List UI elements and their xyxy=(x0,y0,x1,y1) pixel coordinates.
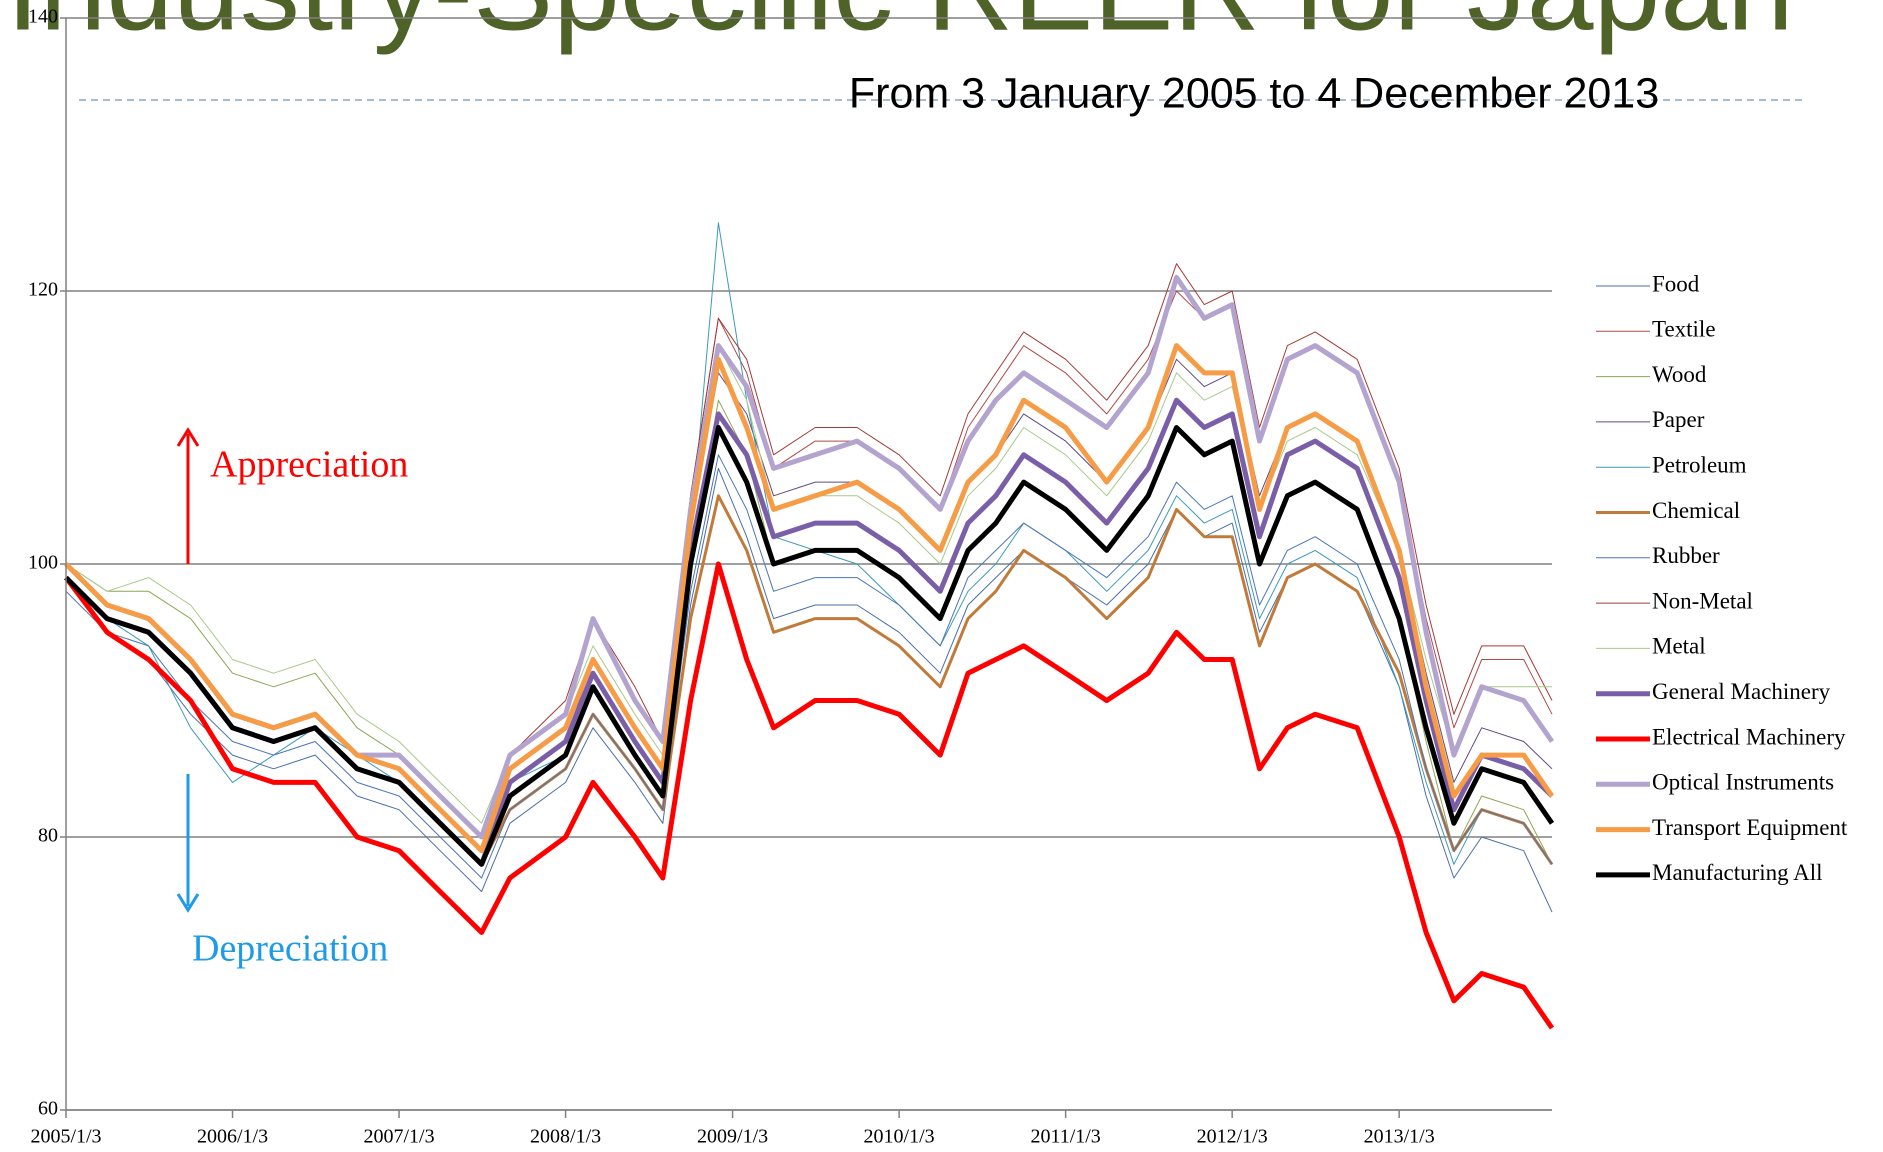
axes: 60 80 100 120 140 2005/1/3 2006/1/3 2007/1/3 200… xyxy=(28,6,1552,1148)
series-line xyxy=(65,345,1552,824)
series-line xyxy=(65,358,1553,865)
x-tick-label: 2009/1/3 xyxy=(697,1126,768,1148)
y-tick-label: 60 xyxy=(38,1098,58,1120)
series-line xyxy=(64,274,1555,840)
series-line xyxy=(64,561,1555,1030)
legend-label: Wood xyxy=(1652,362,1707,387)
x-tick-label: 2010/1/3 xyxy=(864,1126,935,1148)
series-line xyxy=(64,343,1555,854)
legend: Food Textile Wood Paper Petroleum Chemical Rub… xyxy=(1596,271,1848,885)
y-tick-label: 140 xyxy=(28,6,58,28)
chart-title: Industry-Specific REER for Japan xyxy=(6,0,1793,56)
x-tick-label: 2012/1/3 xyxy=(1197,1126,1268,1148)
x-tick-label: 2013/1/3 xyxy=(1364,1126,1435,1148)
annotation: Appreciation xyxy=(210,444,408,486)
legend-label: Chemical xyxy=(1652,498,1740,523)
annotation: Depreciation xyxy=(192,928,388,970)
x-tick-label: 2011/1/3 xyxy=(1030,1126,1100,1148)
series-line xyxy=(65,222,1553,865)
x-tick-label: 2005/1/3 xyxy=(30,1126,101,1148)
legend-label: Textile xyxy=(1652,317,1716,342)
legend-label: Metal xyxy=(1652,634,1706,659)
legend-label: Non-Metal xyxy=(1652,588,1753,613)
chart-subtitle: From 3 January 2005 to 4 December 2013 xyxy=(849,69,1659,117)
legend-label: Petroleum xyxy=(1652,452,1747,477)
y-tick-label: 100 xyxy=(28,552,58,574)
plot-lines xyxy=(64,222,1555,1030)
legend-label: General Machinery xyxy=(1652,679,1831,704)
series-line xyxy=(65,467,1553,913)
legend-label: Food xyxy=(1652,271,1700,296)
legend-label: Optical Instruments xyxy=(1652,770,1834,795)
legend-label: Transport Equipment xyxy=(1652,815,1848,840)
legend-label: Manufacturing All xyxy=(1652,860,1823,885)
appreciation-arrowhead xyxy=(176,427,200,447)
depreciation-arrowhead xyxy=(176,893,200,913)
y-tick-label: 80 xyxy=(38,825,58,847)
y-tick-label: 120 xyxy=(28,279,58,301)
x-tick-label: 2007/1/3 xyxy=(363,1126,434,1148)
legend-label: Rubber xyxy=(1652,543,1720,568)
series-line xyxy=(65,454,1553,879)
x-tick-label: 2006/1/3 xyxy=(197,1126,268,1148)
x-tick-label: 2008/1/3 xyxy=(530,1126,601,1148)
legend-label: Electrical Machinery xyxy=(1652,724,1846,749)
series-line xyxy=(64,425,1555,867)
series-line xyxy=(65,290,1553,852)
legend-label: Paper xyxy=(1652,407,1705,432)
